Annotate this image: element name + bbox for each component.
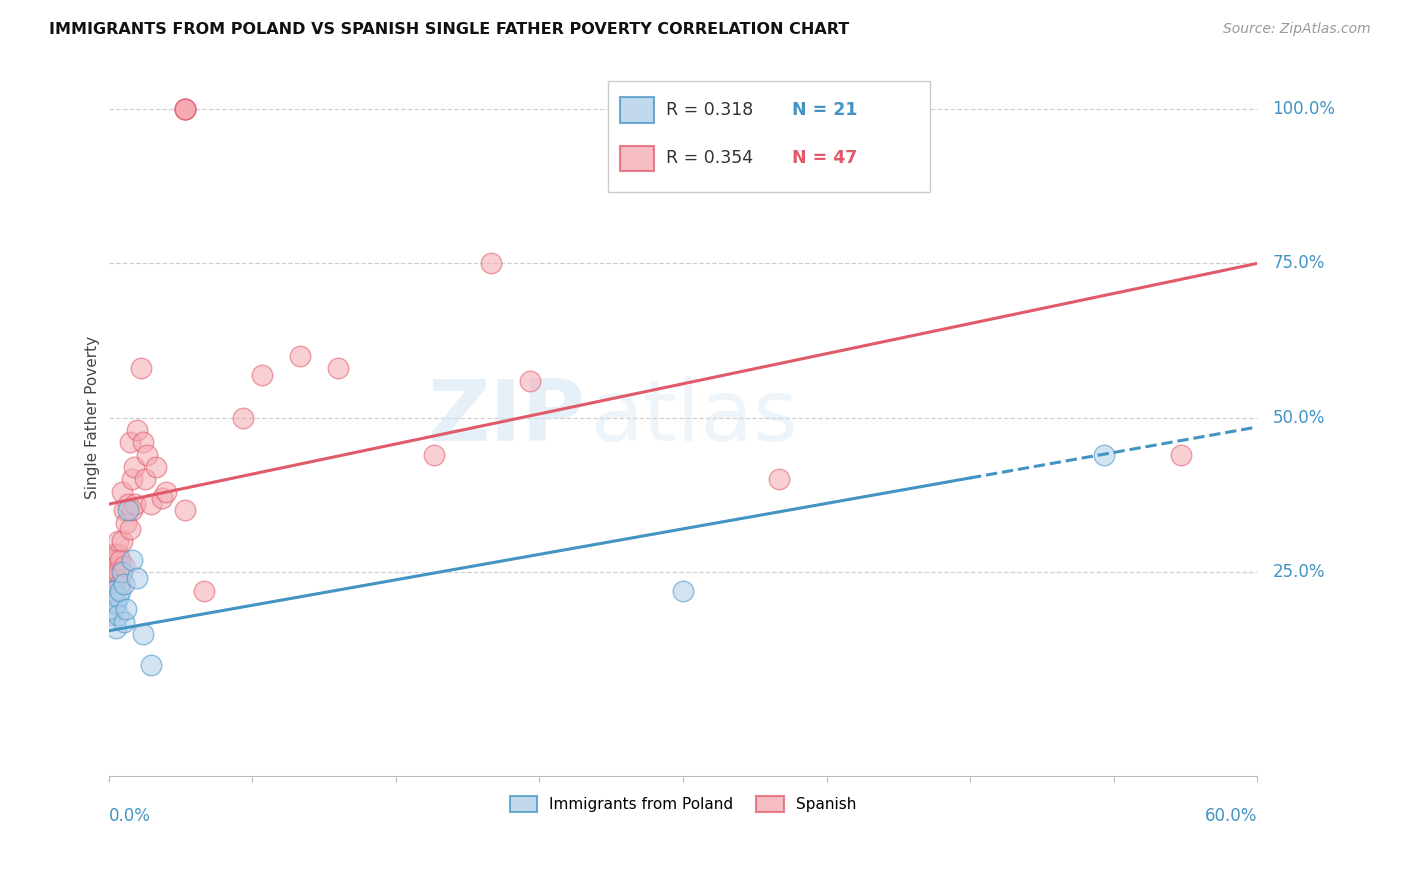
- Text: 25.0%: 25.0%: [1272, 563, 1324, 581]
- FancyBboxPatch shape: [609, 81, 929, 192]
- Point: [115, 516, 138, 530]
- Legend: Immigrants from Poland, Spanish: Immigrants from Poland, Spanish: [503, 789, 862, 818]
- Text: Source: ZipAtlas.com: Source: ZipAtlas.com: [1223, 22, 1371, 37]
- Text: 100.0%: 100.0%: [1272, 100, 1336, 118]
- Point: [107, 608, 129, 623]
- Point: [103, 565, 125, 579]
- Text: R = 0.318: R = 0.318: [665, 101, 754, 119]
- Point: [127, 571, 149, 585]
- Point: [111, 534, 134, 549]
- Point: [118, 435, 141, 450]
- Point: [112, 558, 135, 573]
- Point: [111, 565, 134, 579]
- Point: [139, 657, 162, 672]
- Text: 50.0%: 50.0%: [1272, 409, 1324, 426]
- Bar: [620, 145, 654, 171]
- Point: [105, 571, 128, 585]
- Point: [1092, 448, 1115, 462]
- Point: [132, 435, 155, 450]
- Text: 0.0%: 0.0%: [108, 806, 150, 825]
- Point: [134, 473, 156, 487]
- Point: [107, 547, 129, 561]
- Point: [132, 627, 155, 641]
- Point: [1170, 448, 1192, 462]
- Point: [118, 522, 141, 536]
- Text: IMMIGRANTS FROM POLAND VS SPANISH SINGLE FATHER POVERTY CORRELATION CHART: IMMIGRANTS FROM POLAND VS SPANISH SINGLE…: [49, 22, 849, 37]
- Point: [519, 374, 541, 388]
- Point: [250, 368, 273, 382]
- Point: [288, 349, 311, 363]
- Text: 75.0%: 75.0%: [1272, 254, 1324, 272]
- Point: [124, 497, 146, 511]
- Point: [108, 577, 131, 591]
- Point: [100, 596, 122, 610]
- Point: [768, 473, 790, 487]
- Text: ZIP: ZIP: [427, 376, 585, 459]
- Point: [121, 503, 143, 517]
- Text: 60.0%: 60.0%: [1205, 806, 1257, 825]
- Text: N = 21: N = 21: [792, 101, 858, 119]
- Point: [174, 102, 197, 116]
- Point: [105, 621, 128, 635]
- Point: [100, 577, 122, 591]
- Point: [112, 615, 135, 629]
- Point: [103, 583, 125, 598]
- Point: [122, 460, 145, 475]
- Point: [100, 583, 122, 598]
- Point: [150, 491, 173, 505]
- Point: [107, 534, 129, 549]
- Text: atlas: atlas: [591, 376, 799, 459]
- Point: [129, 361, 152, 376]
- Point: [135, 448, 157, 462]
- Text: R = 0.354: R = 0.354: [665, 150, 752, 168]
- Point: [115, 602, 138, 616]
- Point: [121, 553, 143, 567]
- Point: [423, 448, 446, 462]
- Point: [481, 256, 503, 270]
- Point: [101, 583, 124, 598]
- Point: [103, 602, 125, 616]
- Point: [121, 473, 143, 487]
- Point: [111, 484, 134, 499]
- Point: [103, 547, 125, 561]
- Text: N = 47: N = 47: [792, 150, 858, 168]
- Point: [101, 558, 124, 573]
- Point: [328, 361, 350, 376]
- Point: [103, 583, 125, 598]
- Point: [193, 583, 215, 598]
- Point: [108, 553, 131, 567]
- Point: [101, 571, 124, 585]
- Point: [672, 583, 695, 598]
- Point: [117, 497, 139, 511]
- Point: [101, 583, 124, 598]
- Point: [127, 423, 149, 437]
- Point: [174, 102, 197, 116]
- Y-axis label: Single Father Poverty: Single Father Poverty: [86, 336, 100, 500]
- Point: [105, 553, 128, 567]
- Point: [174, 102, 197, 116]
- Point: [117, 503, 139, 517]
- Point: [139, 497, 162, 511]
- Point: [174, 503, 197, 517]
- Point: [107, 590, 129, 604]
- Point: [112, 503, 135, 517]
- Point: [112, 577, 135, 591]
- Point: [107, 565, 129, 579]
- Point: [155, 484, 177, 499]
- Point: [232, 410, 254, 425]
- Point: [108, 583, 131, 598]
- Bar: [620, 97, 654, 122]
- Point: [174, 102, 197, 116]
- Point: [145, 460, 167, 475]
- Point: [100, 608, 122, 623]
- Point: [105, 596, 128, 610]
